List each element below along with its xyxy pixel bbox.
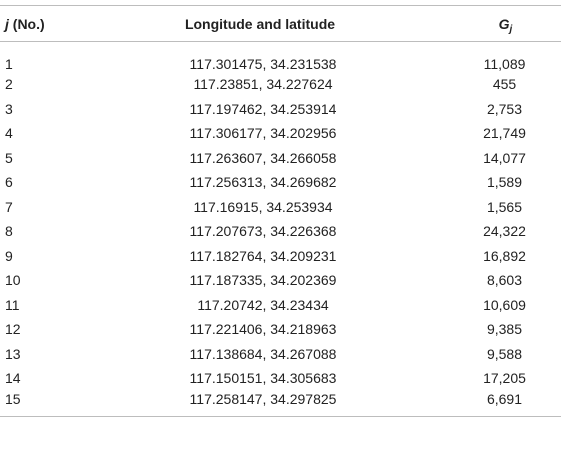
cell-lonlat: 117.301475, 34.231538 <box>189 56 337 72</box>
cell-j: 2 <box>5 76 13 93</box>
table-row: 1 117.301475, 34.231538 11,089 <box>0 42 561 72</box>
cell-j: 11 <box>5 296 20 313</box>
table-row: 13 117.138684, 34.267088 9,588 <box>0 342 561 367</box>
header-j-suffix: (No.) <box>8 15 45 32</box>
cell-g: 10,609 <box>483 296 526 313</box>
table-row: 9 117.182764, 34.209231 16,892 <box>0 244 561 269</box>
table-body: 1 117.301475, 34.231538 11,089 2 117.23851, … <box>0 42 561 417</box>
cell-g: 455 <box>492 76 517 93</box>
cell-lonlat: 117.23851, 34.227624 <box>193 76 333 93</box>
table-row: 10 117.187335, 34.202369 8,603 <box>0 268 561 293</box>
cell-lonlat: 117.182764, 34.209231 <box>189 247 337 264</box>
table-row: 11 117.20742, 34.23434 10,609 <box>0 293 561 318</box>
header-row: j (No.) Longitude and latitude Gj <box>0 5 561 42</box>
cell-j: 4 <box>5 125 13 142</box>
cell-lonlat: 117.207673, 34.226368 <box>189 223 337 240</box>
table-row: 15 117.258147, 34.297825 6,691 <box>0 390 561 417</box>
cell-g: 17,205 <box>483 370 526 387</box>
cell-j: 7 <box>5 198 13 215</box>
table-row: 12 117.221406, 34.218963 9,385 <box>0 317 561 342</box>
cell-j: 10 <box>5 272 21 289</box>
table-row: 3 117.197462, 34.253914 2,753 <box>0 97 561 122</box>
cell-g: 9,385 <box>486 321 523 338</box>
cell-j: 5 <box>5 149 13 166</box>
cell-j: 1 <box>5 56 13 72</box>
cell-g: 2,753 <box>486 100 523 117</box>
header-g: Gj <box>422 5 561 42</box>
cell-j: 14 <box>5 370 21 387</box>
table-row: 7 117.16915, 34.253934 1,565 <box>0 195 561 220</box>
table-row: 4 117.306177, 34.202956 21,749 <box>0 121 561 146</box>
cell-j: 13 <box>5 345 21 362</box>
cell-g: 8,603 <box>486 272 523 289</box>
cell-j: 3 <box>5 100 13 117</box>
table-row: 6 117.256313, 34.269682 1,589 <box>0 170 561 195</box>
cell-g: 14,077 <box>483 149 526 166</box>
cell-lonlat: 117.197462, 34.253914 <box>189 100 337 117</box>
table-row: 14 117.150151, 34.305683 17,205 <box>0 366 561 391</box>
cell-lonlat: 117.256313, 34.269682 <box>189 174 337 191</box>
data-table: j (No.) Longitude and latitude Gj 1 117.3… <box>0 5 561 417</box>
table-row: 2 117.23851, 34.227624 455 <box>0 72 561 97</box>
cell-lonlat: 117.16915, 34.253934 <box>193 198 333 215</box>
header-g-symbol: G <box>498 15 510 32</box>
cell-g: 24,322 <box>483 223 526 240</box>
cell-lonlat: 117.150151, 34.305683 <box>189 370 337 387</box>
cell-g: 1,589 <box>486 174 523 191</box>
header-j-symbol: j <box>5 15 9 32</box>
cell-lonlat: 117.263607, 34.266058 <box>189 149 337 166</box>
cell-lonlat: 117.306177, 34.202956 <box>189 125 337 142</box>
cell-lonlat: 117.258147, 34.297825 <box>100 390 422 417</box>
cell-j: 8 <box>5 223 13 240</box>
cell-g: 9,588 <box>486 345 523 362</box>
table-header: j (No.) Longitude and latitude Gj <box>0 5 561 42</box>
cell-lonlat: 117.138684, 34.267088 <box>189 345 337 362</box>
cell-lonlat: 117.20742, 34.23434 <box>197 296 329 313</box>
cell-j: 6 <box>5 174 13 191</box>
cell-lonlat: 117.187335, 34.202369 <box>189 272 337 289</box>
header-lonlat: Longitude and latitude <box>100 5 422 42</box>
header-g-subscript: j <box>509 23 513 35</box>
cell-g: 16,892 <box>483 247 526 264</box>
header-j: j (No.) <box>0 5 100 42</box>
cell-g: 6,691 <box>422 390 561 417</box>
cell-g: 1,565 <box>486 198 523 215</box>
cell-g: 21,749 <box>483 125 526 142</box>
cell-g: 11,089 <box>483 56 526 72</box>
cell-lonlat: 117.221406, 34.218963 <box>189 321 337 338</box>
cell-j: 15 <box>0 390 100 417</box>
cell-j: 12 <box>5 321 21 338</box>
table-row: 5 117.263607, 34.266058 14,077 <box>0 146 561 171</box>
cell-j: 9 <box>5 247 13 264</box>
table-row: 8 117.207673, 34.226368 24,322 <box>0 219 561 244</box>
